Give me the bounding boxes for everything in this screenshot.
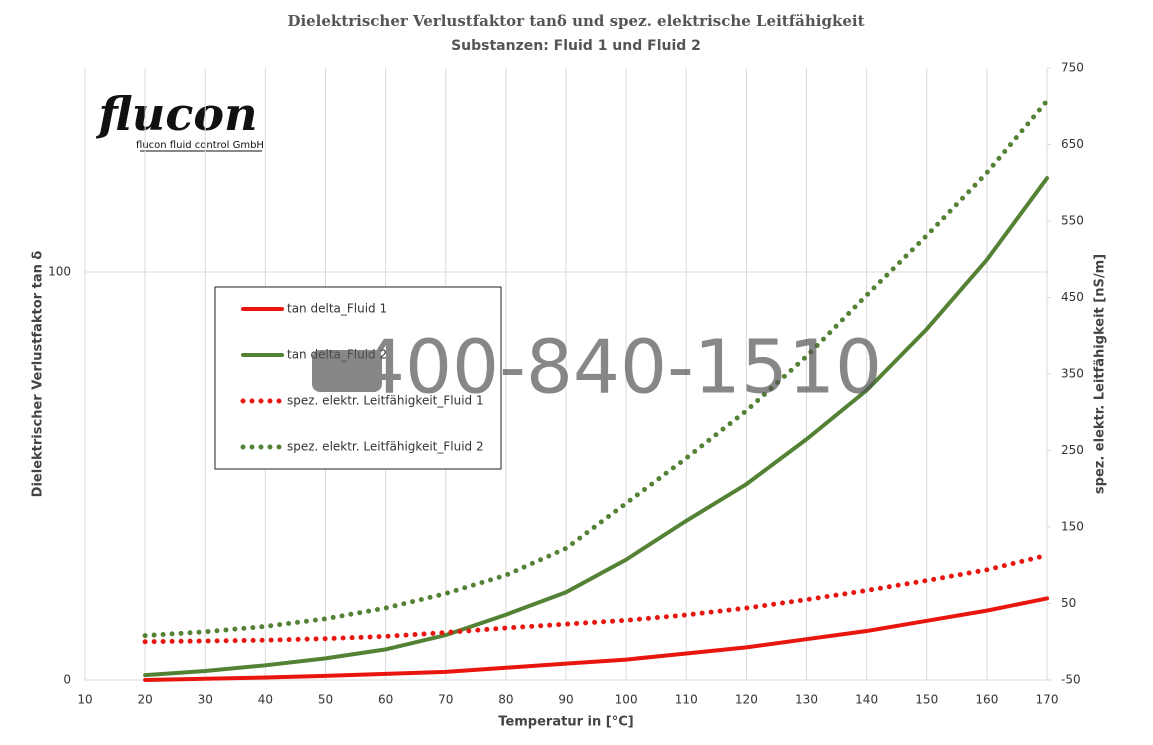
x-tick-label: 130: [795, 693, 818, 707]
y2-tick-label: 550: [1061, 214, 1084, 228]
y-tick-label: 0: [63, 673, 71, 687]
y-tick-label: 100: [48, 265, 71, 279]
series-line: [142, 98, 1050, 639]
y2-tick-label: 350: [1061, 367, 1084, 381]
y2-axis-label: spez. elektr. Leitfähigkeit [nS/m]: [1093, 254, 1108, 494]
y2-tick-label: 250: [1061, 443, 1084, 457]
x-tick-label: 160: [975, 693, 998, 707]
y2-tick-label: 650: [1061, 137, 1084, 151]
x-tick-label: 120: [735, 693, 758, 707]
y2-tick-label: 50: [1061, 596, 1076, 610]
x-tick-label: 150: [915, 693, 938, 707]
y2-tick-label: 750: [1061, 61, 1084, 75]
series-line: [143, 176, 1049, 678]
chart-title: Dielektrischer Verlustfaktor tanδ und sp…: [287, 12, 864, 30]
legend-label: spez. elektr. Leitfähigkeit_Fluid 1: [287, 394, 484, 408]
logo: flucon flucon fluid control GmbH: [95, 87, 264, 152]
series-line: [143, 596, 1049, 682]
x-tick-label: 70: [438, 693, 453, 707]
chart-subtitle: Substanzen: Fluid 1 und Fluid 2: [451, 38, 701, 54]
watermark: 400-840-1510: [312, 325, 882, 411]
x-tick-label: 90: [558, 693, 573, 707]
x-tick-label: 10: [77, 693, 92, 707]
x-tick-label: 110: [675, 693, 698, 707]
y-axis-label: Dielektrischer Verlustfaktor tan δ: [31, 251, 46, 498]
x-tick-label: 100: [615, 693, 638, 707]
watermark-text: 400-840-1510: [358, 325, 882, 411]
y2-tick-label: -50: [1061, 673, 1081, 687]
y2-tick-label: 150: [1061, 520, 1084, 534]
phone-icon: [312, 350, 382, 392]
x-tick-label: 60: [378, 693, 393, 707]
legend-label: spez. elektr. Leitfähigkeit_Fluid 2: [287, 440, 484, 454]
y2-tick-label: 450: [1061, 290, 1084, 304]
x-tick-label: 40: [258, 693, 273, 707]
x-axis-label: Temperatur in [°C]: [498, 715, 633, 730]
x-tick-label: 50: [318, 693, 333, 707]
logo-name: flucon: [95, 87, 257, 141]
x-tick-label: 20: [137, 693, 152, 707]
x-tick-label: 80: [498, 693, 513, 707]
series-line: [142, 552, 1050, 645]
x-tick-label: 170: [1036, 693, 1059, 707]
logo-subtitle: flucon fluid control GmbH: [136, 140, 264, 151]
x-tick-label: 30: [198, 693, 213, 707]
x-tick-label: 140: [855, 693, 878, 707]
legend-label: tan delta_Fluid 1: [287, 302, 387, 316]
